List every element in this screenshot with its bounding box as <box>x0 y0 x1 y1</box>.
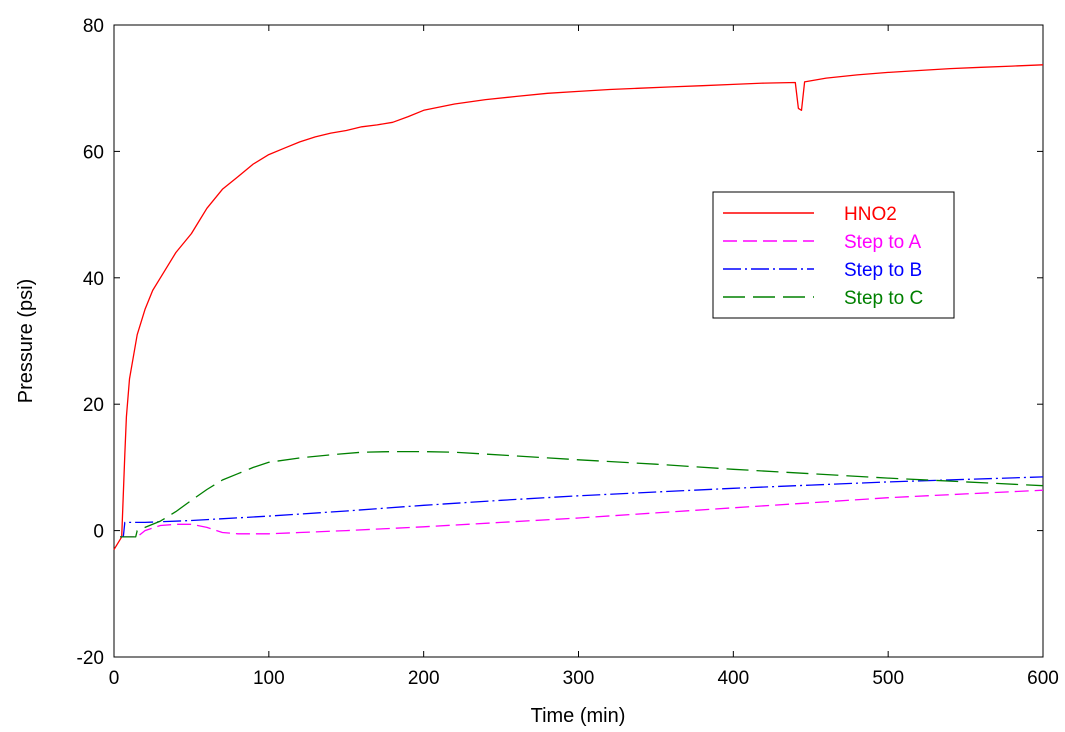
y-tick-label: 20 <box>83 395 104 416</box>
y-tick-label: -20 <box>77 648 104 669</box>
legend-label-1: HNO2 <box>844 204 897 225</box>
x-axis-title: Time (min) <box>531 705 626 727</box>
series-group <box>113 64 1044 550</box>
y-tick-label: 40 <box>83 269 104 290</box>
legend-label-4: Step to C <box>844 288 923 309</box>
legend-label-3: Step to B <box>844 260 922 281</box>
series-line-2 <box>120 489 1044 538</box>
x-tick-label: 100 <box>253 668 285 689</box>
x-tick-label: 0 <box>109 668 120 689</box>
x-tick-label: 200 <box>408 668 440 689</box>
series-line-3 <box>120 476 1044 538</box>
plot-frame <box>113 24 1044 658</box>
x-tick-label: 300 <box>563 668 595 689</box>
x-tick-label: 500 <box>872 668 904 689</box>
y-tick-label: 0 <box>93 522 104 543</box>
y-axis-title: Pressure (psi) <box>15 279 37 403</box>
y-tick-label: 80 <box>83 16 104 37</box>
series-line-4 <box>120 450 1044 538</box>
x-tick-label: 400 <box>717 668 749 689</box>
legend: HNO2 Step to A Step to B Step to C <box>712 191 955 319</box>
x-tick-label: 600 <box>1027 668 1059 689</box>
series-line-1 <box>113 64 1044 550</box>
y-tick-label: 60 <box>83 142 104 163</box>
legend-label-2: Step to A <box>844 232 921 253</box>
